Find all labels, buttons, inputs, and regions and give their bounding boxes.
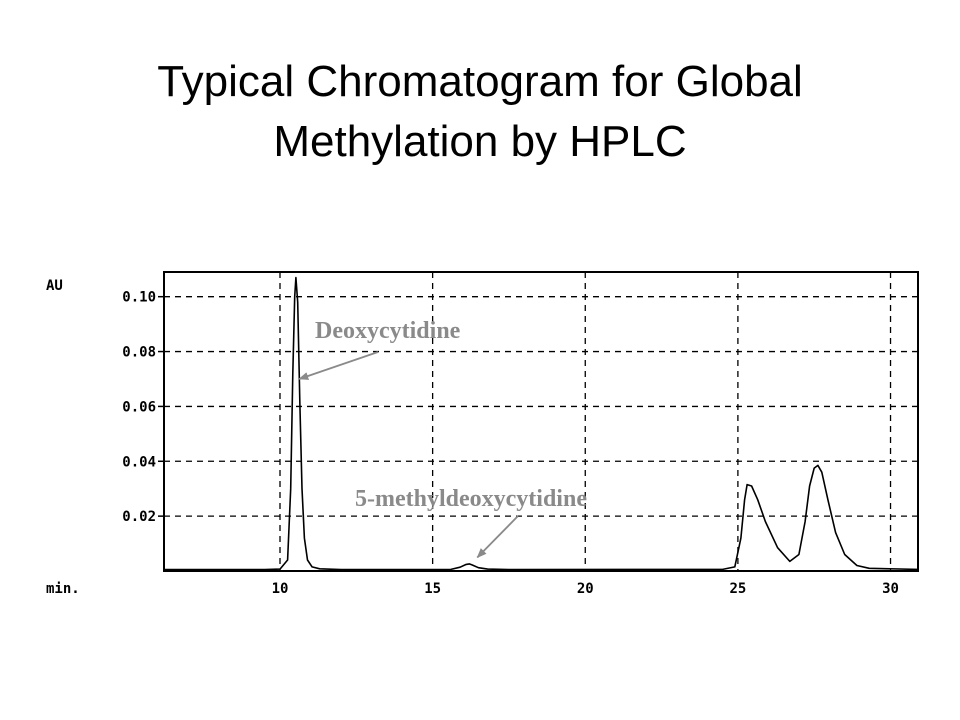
x-tick-label: 30 [882,581,899,597]
annotation-label: 5-methyldeoxycytidine [355,486,587,512]
annotation-arrow [476,515,519,559]
y-tick-label: 0.02 [122,509,156,525]
slide-title-line-1: Typical Chromatogram for Global [157,57,803,106]
x-tick-label: 25 [729,581,746,597]
x-tick-label: 10 [272,581,289,597]
y-tick-label: 0.08 [122,345,156,361]
tick-label-layer: 10 15 20 25 30 0.02 0.04 0.06 0.08 0.10 [122,290,899,597]
x-tick-label: 20 [577,581,594,597]
x-tick-label: 15 [424,581,441,597]
annotation-layer: Deoxycytidine 5-methyldeoxycytidine [298,318,587,559]
y-axis-label: AU [46,278,63,294]
y-tick-label: 0.06 [122,399,156,415]
series-layer [164,276,919,571]
y-tick-label: 0.10 [122,290,156,306]
slide-title: Typical Chromatogram for Global Methylat… [0,52,960,172]
grid-layer [164,272,918,571]
x-axis-label: min. [46,581,80,597]
chromatogram-trace [164,276,919,571]
y-tick-label: 0.04 [122,454,156,470]
plot-frame [163,271,919,572]
annotation-label: Deoxycytidine [315,318,461,344]
annotation-arrow [298,351,379,380]
plot-frame-layer [163,271,919,572]
slide-title-line-2: Methylation by HPLC [273,117,687,166]
